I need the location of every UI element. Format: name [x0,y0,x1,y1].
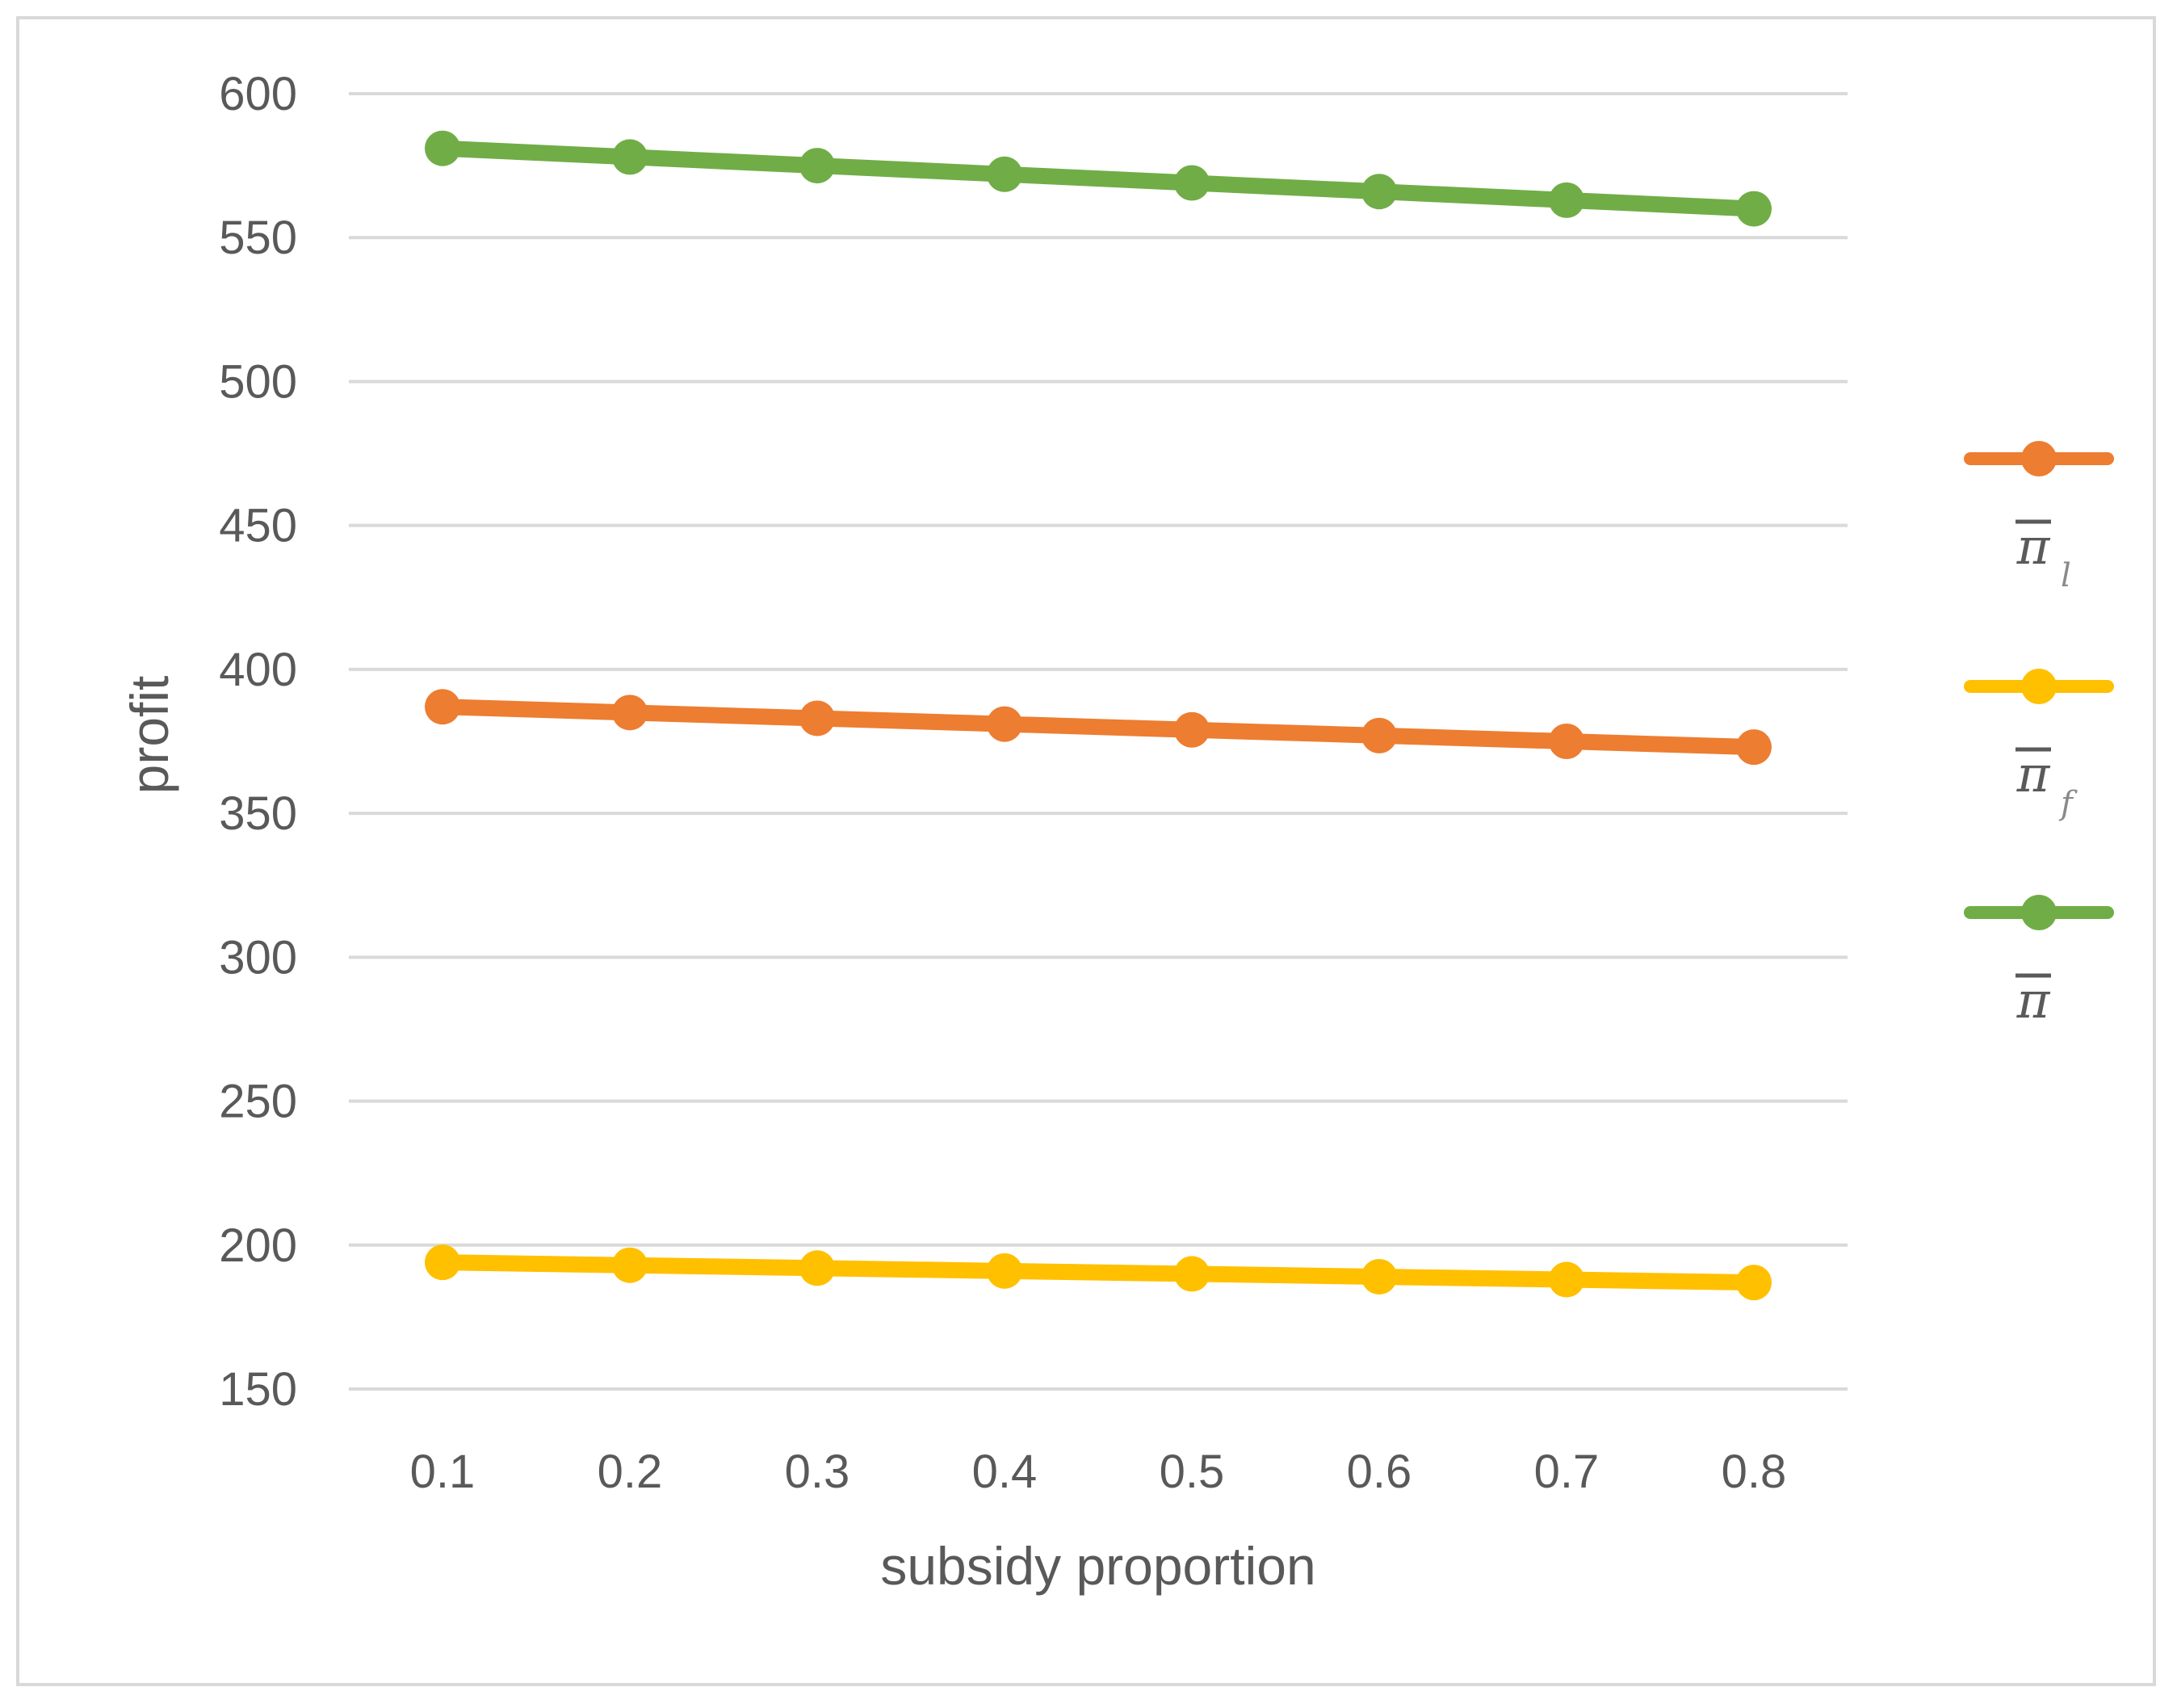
y-tick-label: 600 [219,68,297,120]
x-axis-ticks: 0.1 0.2 0.3 0.4 0.5 0.6 0.7 0.8 [410,1446,1787,1498]
data-point [1736,191,1772,227]
legend-marker [2021,895,2057,930]
series-line [434,140,1762,217]
data-point [1174,165,1210,201]
data-point [987,706,1022,742]
data-point [612,1247,648,1283]
data-point [1736,1265,1772,1301]
data-point [987,156,1022,192]
data-point [612,695,648,731]
series-3 [425,130,1772,227]
legend-subscript: f [2058,785,2078,822]
series [425,130,1772,1301]
x-tick-label: 0.7 [1534,1446,1600,1498]
data-point [1549,182,1584,218]
data-point [1361,174,1397,210]
data-point [987,1253,1022,1289]
legend-entry-3: π [1964,895,2114,1030]
gridlines [349,92,1848,1391]
x-tick-label: 0.8 [1722,1446,1787,1498]
x-tick-label: 0.1 [410,1446,476,1498]
data-point [1361,717,1397,753]
y-tick-label: 150 [219,1363,297,1416]
x-tick-label: 0.3 [785,1446,850,1498]
y-tick-label: 550 [219,212,297,264]
data-point [612,139,648,175]
y-axis-ticks: 150 200 250 300 350 400 450 500 550 600 [219,68,297,1416]
y-tick-label: 300 [219,931,297,984]
y-tick-label: 200 [219,1219,297,1272]
series-2 [425,1244,1772,1301]
legend-marker [2021,441,2057,476]
series-line [434,1254,1762,1291]
x-tick-label: 0.2 [598,1446,663,1498]
y-axis-title: profit [120,676,179,795]
x-tick-label: 0.6 [1347,1446,1412,1498]
data-point [1174,1256,1210,1292]
y-tick-label: 450 [219,500,297,552]
series-1 [425,689,1772,766]
x-axis-title: subsidy proportion [880,1536,1315,1596]
legend: π lπ fπ [1964,441,2114,1030]
x-tick-label: 0.4 [972,1446,1038,1498]
x-tick-label: 0.5 [1160,1446,1225,1498]
y-tick-label: 350 [219,787,297,840]
data-point [799,148,835,184]
data-point [1736,729,1772,766]
data-point [425,130,460,166]
data-point [799,700,835,736]
chart-frame [16,16,2156,1686]
legend-label: π [2016,745,2051,804]
data-point [1361,1258,1397,1295]
y-tick-label: 250 [219,1076,297,1128]
legend-marker [2021,669,2057,704]
data-point [425,689,460,725]
legend-label: π [2016,971,2051,1030]
legend-label: π [2016,517,2051,576]
y-tick-label: 500 [219,355,297,408]
series-line [434,699,1762,756]
data-point [1549,724,1584,759]
data-point [425,1244,460,1281]
data-point [1549,1261,1584,1298]
data-point [799,1250,835,1286]
data-point [1174,711,1210,748]
y-tick-label: 400 [219,644,297,696]
legend-subscript: l [2061,557,2071,594]
